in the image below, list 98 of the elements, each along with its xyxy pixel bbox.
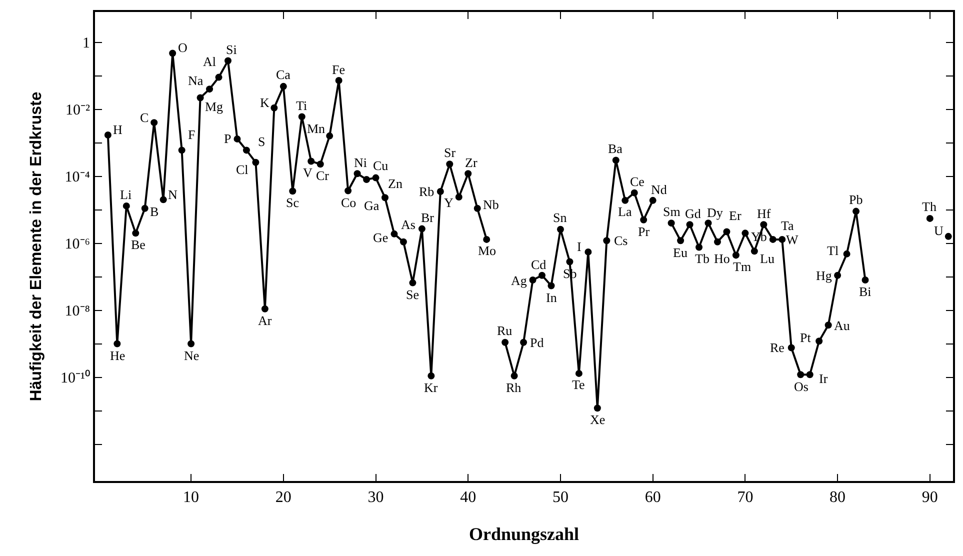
data-label: Si (226, 42, 238, 57)
data-label: B (150, 204, 159, 219)
data-label: Fe (332, 62, 346, 77)
data-label: S (258, 134, 266, 149)
data-label: Ne (184, 348, 200, 363)
data-label: Br (421, 210, 435, 225)
data-label: Ta (781, 218, 794, 233)
data-label: N (168, 187, 178, 202)
data-label: Pd (530, 335, 544, 350)
x-tick-label: 80 (830, 489, 846, 506)
data-label: In (546, 290, 558, 305)
data-label: Rb (419, 184, 434, 199)
data-label: K (260, 95, 270, 110)
data-label: Gd (685, 206, 702, 221)
x-axis-title: Ordnungszahl (468, 524, 580, 544)
y-tick-label: 10⁻⁴ (64, 170, 90, 186)
data-label: Hg (816, 268, 832, 283)
data-label: La (618, 204, 632, 219)
data-label: Ga (364, 198, 380, 213)
data-label: P (224, 131, 232, 146)
data-label: Os (794, 379, 808, 394)
x-tick-label: 70 (737, 489, 754, 506)
data-label: Na (188, 73, 204, 88)
data-label: Sr (444, 145, 456, 160)
data-label: Bi (859, 284, 872, 299)
data-label: Cr (316, 168, 330, 183)
data-label: Ar (258, 313, 272, 328)
data-label: He (110, 348, 126, 363)
data-label: Ce (630, 174, 645, 189)
data-label: Mo (478, 243, 496, 258)
data-label: Zn (388, 176, 403, 191)
x-tick-label: 90 (922, 489, 938, 506)
data-label: Ba (608, 141, 623, 156)
data-label: Mg (205, 99, 224, 114)
x-tick-label: 40 (460, 489, 476, 506)
data-label: Th (922, 199, 937, 214)
data-label: Se (406, 287, 420, 302)
data-label: Sc (286, 195, 300, 210)
data-label: Ca (276, 67, 291, 82)
data-label: Tb (695, 251, 710, 266)
x-tick-label: 50 (552, 489, 568, 506)
data-label: Cu (373, 158, 389, 173)
data-label: Nd (651, 182, 668, 197)
x-tick-label: 20 (275, 489, 292, 506)
y-tick-label: 10⁻⁸ (64, 304, 90, 320)
data-label: Eu (673, 245, 688, 260)
data-label: Pb (849, 192, 863, 207)
data-label: Tm (733, 259, 752, 274)
y-tick-label: 10⁻¹⁰ (60, 370, 90, 386)
data-label: Cs (614, 233, 628, 248)
data-label: Kr (424, 380, 438, 395)
data-label: Ho (714, 251, 730, 266)
data-label: Hf (757, 206, 772, 221)
data-label: Te (572, 377, 586, 392)
x-tick-label: 10 (183, 489, 200, 506)
data-label: Pr (638, 224, 650, 239)
data-label: Cd (531, 257, 547, 272)
data-label: Ru (497, 323, 513, 338)
data-label: C (140, 110, 149, 125)
data-label: I (577, 239, 582, 254)
data-label: Sm (663, 204, 680, 219)
data-label: Er (729, 208, 742, 223)
data-label: Rh (506, 380, 522, 395)
data-label: Re (770, 340, 785, 355)
data-label: Tl (827, 243, 839, 258)
data-label: Ge (373, 230, 388, 245)
y-axis-title: Häufigkeit der Elemente in der Erdkruste (28, 92, 45, 402)
x-tick-label: 30 (368, 489, 384, 506)
data-label: Lu (760, 251, 775, 266)
data-label: As (401, 217, 416, 232)
y-tick-label: 10⁻⁶ (64, 236, 90, 252)
data-label: Nb (483, 197, 499, 212)
y-tick-label: 10⁻² (66, 102, 90, 118)
data-label: Cl (236, 162, 249, 177)
data-label: Y (444, 195, 454, 210)
data-label: F (188, 127, 196, 142)
data-label: Xe (590, 412, 606, 427)
data-label: Au (834, 318, 850, 333)
data-label: Pt (800, 330, 812, 345)
data-label: Dy (707, 205, 724, 220)
data-label: Zr (465, 155, 478, 170)
data-label: Sn (553, 210, 568, 225)
data-label: V (303, 165, 313, 180)
data-label: O (178, 40, 188, 55)
data-label: U (934, 223, 944, 238)
data-label: Ti (296, 98, 308, 113)
data-label: Be (131, 237, 146, 252)
data-label: Al (203, 54, 216, 69)
data-label: W (786, 232, 799, 247)
data-label: Co (341, 195, 356, 210)
y-tick-label: 1 (82, 36, 90, 52)
data-label: H (113, 122, 122, 137)
data-label: Ni (354, 155, 368, 170)
x-tick-label: 60 (644, 489, 661, 506)
data-label: Mn (307, 121, 326, 136)
data-label: Ir (819, 371, 828, 386)
data-label: Li (120, 187, 132, 202)
data-label: Ag (511, 273, 528, 288)
